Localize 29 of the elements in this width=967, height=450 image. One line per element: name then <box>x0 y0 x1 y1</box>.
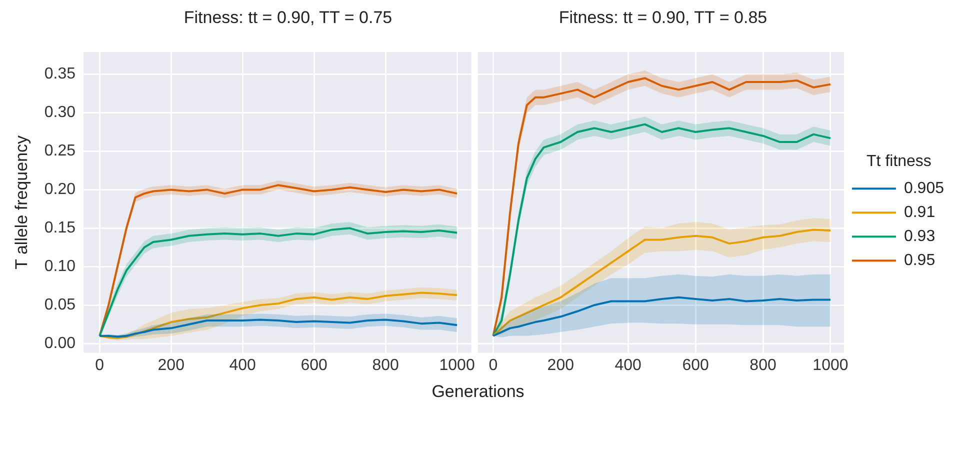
legend-label: 0.93 <box>904 228 936 246</box>
y-tick-label: 0.25 <box>44 142 76 160</box>
x-tick-label: 600 <box>682 356 709 374</box>
x-tick-label: 0 <box>95 356 104 374</box>
y-axis-title: T allele frequency <box>12 134 31 270</box>
x-tick-label: 600 <box>300 356 328 374</box>
x-tick-label: 0 <box>488 356 498 374</box>
y-tick-label: 0.00 <box>44 334 76 352</box>
x-axis-title: Generations <box>430 382 526 402</box>
x-tick-label: 1000 <box>812 356 848 374</box>
y-tick-label: 0.15 <box>44 220 76 237</box>
legend-label: 0.95 <box>904 252 936 270</box>
y-tick-label: 0.30 <box>44 104 76 122</box>
x-tick-label: 200 <box>547 356 574 374</box>
x-tick-label: 200 <box>158 356 185 374</box>
y-tick-label: 0.10 <box>44 258 76 276</box>
chart-title: Fitness: tt = 0.90, TT = 0.85 <box>558 8 768 29</box>
x-tick-label: 400 <box>614 356 642 374</box>
x-tick-label: 800 <box>372 356 400 374</box>
x-tick-label: 800 <box>750 356 776 374</box>
legend-label: 0.905 <box>904 180 944 198</box>
legend-label: 0.91 <box>904 204 936 222</box>
y-tick-label: 0.35 <box>44 66 76 83</box>
legend-title: Tt fitness <box>866 152 932 170</box>
y-tick-label: 0.05 <box>44 296 76 314</box>
y-tick-label: 0.20 <box>44 181 76 198</box>
x-tick-label: 400 <box>229 356 256 374</box>
chart-title: Fitness: tt = 0.90, TT = 0.75 <box>182 8 394 29</box>
x-tick-label: 1000 <box>439 356 475 374</box>
